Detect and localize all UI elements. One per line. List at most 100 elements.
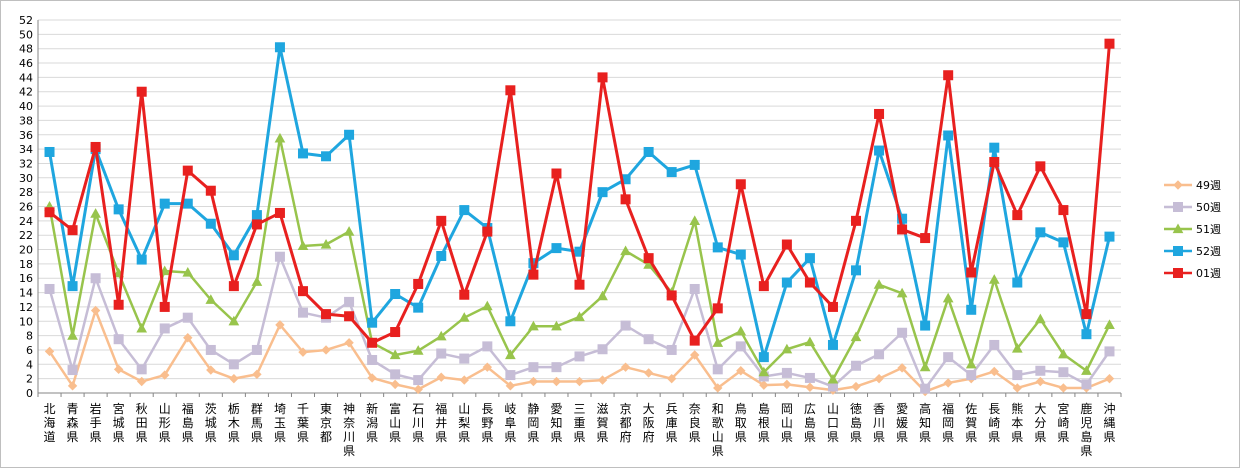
data-point bbox=[251, 219, 262, 230]
data-point bbox=[1012, 210, 1023, 221]
x-category-label: 茨城県 bbox=[205, 402, 217, 444]
data-point bbox=[206, 365, 216, 375]
data-point bbox=[781, 367, 792, 378]
data-point bbox=[136, 322, 148, 333]
data-point bbox=[551, 168, 562, 179]
x-category-label: 長野県 bbox=[481, 402, 493, 444]
data-point bbox=[44, 283, 55, 294]
data-point bbox=[436, 215, 447, 226]
data-point bbox=[897, 327, 908, 338]
series-line bbox=[48, 137, 1111, 381]
x-category-label: 宮城県 bbox=[113, 401, 125, 444]
data-point bbox=[228, 315, 240, 326]
x-category-label: 岐阜県 bbox=[504, 402, 516, 444]
axes bbox=[37, 20, 1122, 397]
y-tick-label: 6 bbox=[26, 344, 33, 357]
data-point bbox=[505, 85, 516, 96]
y-tick-label: 36 bbox=[19, 129, 33, 142]
data-point bbox=[643, 368, 654, 378]
data-point bbox=[367, 337, 378, 348]
data-point bbox=[67, 365, 78, 376]
y-tick-label: 12 bbox=[19, 301, 33, 314]
data-point bbox=[781, 343, 793, 354]
x-category-label: 東京都 bbox=[320, 402, 332, 444]
data-point bbox=[321, 345, 331, 355]
data-point bbox=[1081, 365, 1092, 375]
data-point bbox=[851, 381, 861, 392]
data-point bbox=[205, 344, 216, 355]
data-point bbox=[551, 376, 562, 387]
data-point bbox=[919, 361, 931, 372]
y-tick-label: 22 bbox=[19, 229, 33, 242]
data-point bbox=[67, 281, 78, 292]
data-point bbox=[228, 359, 239, 370]
data-point bbox=[551, 243, 562, 254]
y-tick-label: 38 bbox=[19, 114, 33, 127]
data-point bbox=[183, 333, 193, 343]
data-point bbox=[689, 159, 700, 170]
data-point bbox=[597, 375, 608, 385]
data-point bbox=[136, 376, 147, 387]
y-tick-label: 50 bbox=[19, 28, 33, 41]
data-point bbox=[943, 378, 953, 388]
data-point bbox=[712, 364, 723, 375]
data-point bbox=[689, 283, 700, 294]
data-point bbox=[713, 383, 723, 393]
data-point bbox=[574, 351, 585, 362]
data-point bbox=[873, 279, 885, 289]
data-point bbox=[943, 352, 954, 363]
x-category-label: 佐賀県 bbox=[965, 402, 977, 444]
data-point bbox=[827, 301, 838, 312]
legend-marker bbox=[1173, 180, 1183, 190]
legend-item: 50週 bbox=[1164, 201, 1221, 214]
data-point bbox=[44, 207, 55, 218]
data-point bbox=[620, 245, 631, 256]
data-point bbox=[712, 337, 724, 347]
data-point bbox=[1058, 348, 1069, 359]
data-point bbox=[343, 226, 355, 236]
data-point bbox=[620, 320, 631, 331]
data-point bbox=[182, 165, 193, 176]
data-point bbox=[920, 383, 931, 394]
data-point bbox=[435, 330, 447, 341]
data-point bbox=[321, 151, 332, 162]
legend-label: 51週 bbox=[1196, 223, 1221, 236]
x-category-label: 神奈川県 bbox=[343, 402, 355, 458]
data-point bbox=[712, 303, 723, 314]
data-point bbox=[459, 289, 470, 300]
legend-label: 50週 bbox=[1196, 201, 1221, 214]
data-point bbox=[160, 370, 170, 380]
data-point bbox=[90, 273, 101, 284]
data-point bbox=[1035, 161, 1046, 172]
data-point bbox=[1081, 329, 1092, 340]
data-point bbox=[67, 381, 78, 391]
data-point bbox=[1104, 319, 1115, 329]
x-category-label: 鳥取県 bbox=[735, 401, 747, 444]
x-category-label: 北海道 bbox=[44, 402, 56, 444]
x-category-label: 広島県 bbox=[804, 402, 816, 444]
data-point bbox=[1058, 237, 1069, 248]
y-tick-label: 24 bbox=[19, 215, 33, 228]
data-point bbox=[804, 336, 816, 347]
data-point bbox=[574, 376, 585, 387]
data-point bbox=[1035, 313, 1046, 324]
series-lines bbox=[44, 38, 1115, 397]
data-point bbox=[966, 267, 977, 278]
x-category-label: 沖縄県 bbox=[1103, 402, 1115, 444]
data-point bbox=[528, 376, 539, 387]
data-point bbox=[804, 277, 815, 288]
x-category-label: 静岡県 bbox=[527, 402, 539, 444]
data-point bbox=[965, 358, 977, 369]
x-category-label: 奈良県 bbox=[689, 402, 701, 444]
data-point bbox=[1081, 379, 1092, 390]
x-category-label: 宮崎県 bbox=[1057, 401, 1069, 444]
legend-item: 49週 bbox=[1164, 179, 1221, 192]
legend-marker bbox=[1173, 202, 1183, 212]
data-point bbox=[689, 215, 701, 225]
legend-marker bbox=[1173, 268, 1183, 278]
data-point bbox=[344, 338, 354, 348]
data-point bbox=[205, 294, 217, 304]
data-point bbox=[344, 129, 355, 140]
y-tick-label: 10 bbox=[19, 315, 33, 328]
